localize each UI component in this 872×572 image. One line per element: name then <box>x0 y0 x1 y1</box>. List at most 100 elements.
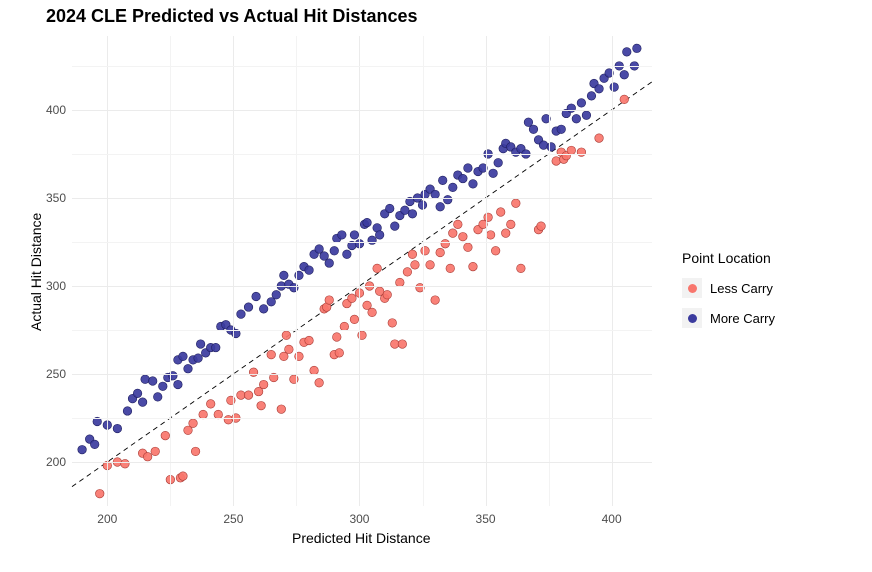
point-more-carry <box>494 158 503 167</box>
legend-dot-icon <box>688 284 697 293</box>
point-less-carry <box>506 220 515 229</box>
point-more-carry <box>567 104 576 113</box>
y-tick-label: 200 <box>38 455 66 469</box>
point-more-carry <box>633 44 642 53</box>
grid-major-h <box>72 198 652 199</box>
grid-major-h <box>72 374 652 375</box>
point-less-carry <box>161 431 170 440</box>
point-more-carry <box>408 209 417 218</box>
point-more-carry <box>375 231 384 240</box>
point-less-carry <box>267 350 276 359</box>
grid-minor-v <box>296 36 297 506</box>
point-less-carry <box>388 319 397 328</box>
point-less-carry <box>537 222 546 231</box>
point-less-carry <box>282 331 291 340</box>
point-more-carry <box>133 389 142 398</box>
scatter-canvas <box>72 36 652 506</box>
point-less-carry <box>408 250 417 259</box>
point-less-carry <box>431 296 440 305</box>
point-more-carry <box>211 343 220 352</box>
legend-item-more: More Carry <box>682 306 775 330</box>
point-more-carry <box>184 364 193 373</box>
point-less-carry <box>189 419 198 428</box>
point-more-carry <box>469 180 478 189</box>
legend-swatch <box>682 278 702 298</box>
point-less-carry <box>206 400 215 409</box>
grid-minor-h <box>72 242 652 243</box>
point-less-carry <box>224 415 233 424</box>
point-less-carry <box>448 229 457 238</box>
point-more-carry <box>179 352 188 361</box>
point-more-carry <box>244 303 253 312</box>
plot-area <box>72 36 652 506</box>
point-more-carry <box>368 236 377 245</box>
point-less-carry <box>398 340 407 349</box>
point-less-carry <box>464 243 473 252</box>
point-less-carry <box>459 232 468 241</box>
point-less-carry <box>332 333 341 342</box>
grid-minor-h <box>72 66 652 67</box>
point-more-carry <box>153 393 162 402</box>
point-less-carry <box>244 391 253 400</box>
point-more-carry <box>436 202 445 211</box>
point-less-carry <box>368 308 377 317</box>
point-less-carry <box>426 261 435 270</box>
point-less-carry <box>305 336 314 345</box>
reference-line <box>72 82 652 487</box>
y-tick-label: 400 <box>38 103 66 117</box>
point-more-carry <box>577 99 586 108</box>
grid-major-v <box>233 36 234 506</box>
grid-major-v <box>107 36 108 506</box>
point-more-carry <box>622 48 631 57</box>
point-more-carry <box>350 231 359 240</box>
point-more-carry <box>280 271 289 280</box>
point-more-carry <box>338 231 347 240</box>
point-more-carry <box>113 424 122 433</box>
point-more-carry <box>78 445 87 454</box>
point-more-carry <box>90 440 99 449</box>
point-less-carry <box>348 294 357 303</box>
point-less-carry <box>143 452 152 461</box>
legend-swatch <box>682 308 702 328</box>
point-less-carry <box>411 261 420 270</box>
point-less-carry <box>469 262 478 271</box>
chart-title: 2024 CLE Predicted vs Actual Hit Distanc… <box>46 6 417 27</box>
point-more-carry <box>464 164 473 173</box>
grid-minor-v <box>423 36 424 506</box>
y-tick-label: 300 <box>38 279 66 293</box>
point-less-carry <box>285 345 294 354</box>
point-more-carry <box>123 407 132 416</box>
grid-minor-h <box>72 418 652 419</box>
x-tick-label: 400 <box>602 512 622 526</box>
point-less-carry <box>491 246 500 255</box>
point-less-carry <box>121 459 130 468</box>
point-less-carry <box>552 157 561 166</box>
point-less-carry <box>501 229 510 238</box>
point-less-carry <box>486 231 495 240</box>
point-more-carry <box>237 310 246 319</box>
point-more-carry <box>385 204 394 213</box>
point-less-carry <box>373 264 382 273</box>
grid-major-v <box>612 36 613 506</box>
legend-label-less: Less Carry <box>710 281 773 296</box>
point-less-carry <box>383 290 392 299</box>
chart-root: 2024 CLE Predicted vs Actual Hit Distanc… <box>0 0 872 572</box>
point-less-carry <box>512 199 521 208</box>
point-more-carry <box>196 340 205 349</box>
point-more-carry <box>620 70 629 79</box>
x-tick-label: 250 <box>223 512 243 526</box>
point-less-carry <box>436 248 445 257</box>
point-more-carry <box>194 354 203 363</box>
x-tick-label: 200 <box>97 512 117 526</box>
legend-item-less: Less Carry <box>682 276 775 300</box>
point-more-carry <box>438 176 447 185</box>
point-less-carry <box>257 401 266 410</box>
point-less-carry <box>315 378 324 387</box>
point-more-carry <box>305 266 314 275</box>
point-less-carry <box>441 239 450 248</box>
y-tick-label: 350 <box>38 191 66 205</box>
point-more-carry <box>158 382 167 391</box>
point-more-carry <box>489 169 498 178</box>
point-less-carry <box>191 447 200 456</box>
point-more-carry <box>174 380 183 389</box>
